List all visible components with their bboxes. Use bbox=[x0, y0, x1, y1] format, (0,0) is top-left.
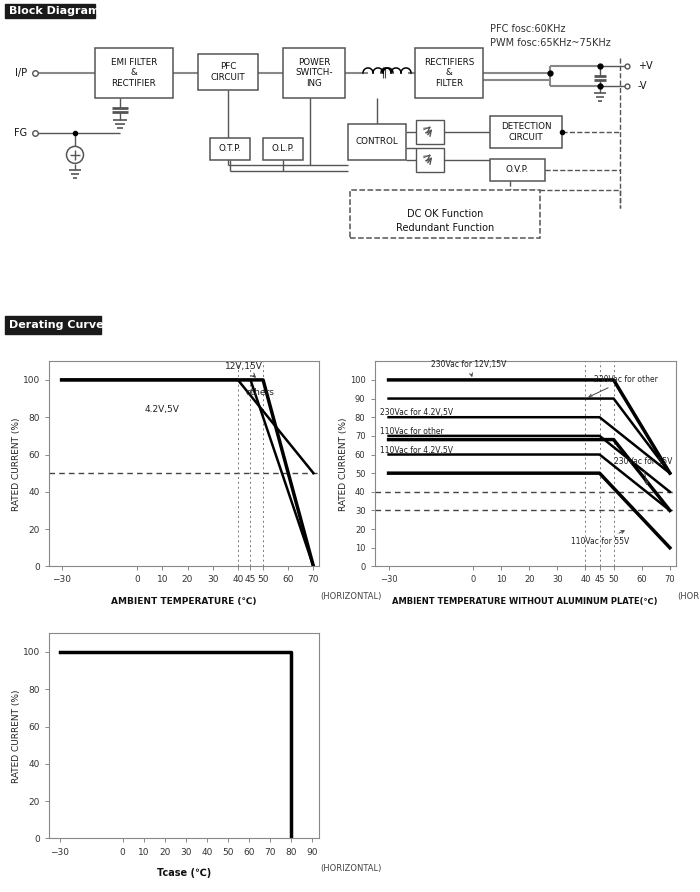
Text: POWER
SWITCH-
ING: POWER SWITCH- ING bbox=[295, 58, 332, 87]
Bar bbox=[283, 48, 345, 98]
Bar bbox=[490, 159, 545, 181]
Text: Tcase (℃): Tcase (℃) bbox=[157, 868, 211, 879]
Text: 230Vac for other: 230Vac for other bbox=[589, 375, 658, 397]
Text: 110Vac for other: 110Vac for other bbox=[380, 427, 444, 436]
Text: (HORIZONTAL): (HORIZONTAL) bbox=[321, 863, 382, 872]
Bar bbox=[415, 48, 483, 98]
Text: PFC fosc:60KHz
PWM fosc:65KHz~75KHz: PFC fosc:60KHz PWM fosc:65KHz~75KHz bbox=[490, 24, 610, 48]
Bar bbox=[263, 138, 303, 160]
Text: 110Vac for 4.2V,5V: 110Vac for 4.2V,5V bbox=[380, 446, 453, 455]
Text: AMBIENT TEMPERATURE WITHOUT ALUMINUM PLATE(℃): AMBIENT TEMPERATURE WITHOUT ALUMINUM PLA… bbox=[392, 597, 658, 606]
Text: FG: FG bbox=[14, 128, 27, 138]
Bar bbox=[416, 148, 444, 172]
Bar bbox=[210, 138, 250, 160]
Text: Derating Curve: Derating Curve bbox=[9, 320, 104, 330]
Text: 230Vac for 4.2V,5V: 230Vac for 4.2V,5V bbox=[380, 409, 454, 417]
Text: 110Vac for 55V: 110Vac for 55V bbox=[571, 531, 630, 546]
Text: (HORIZONTAL): (HORIZONTAL) bbox=[677, 591, 700, 600]
Text: 12V,15V: 12V,15V bbox=[225, 362, 263, 377]
Bar bbox=[5, 4, 95, 18]
Text: 4.2V,5V: 4.2V,5V bbox=[145, 405, 180, 414]
Bar bbox=[416, 120, 444, 144]
Text: AMBIENT TEMPERATURE (℃): AMBIENT TEMPERATURE (℃) bbox=[111, 597, 256, 606]
Bar bbox=[348, 124, 406, 160]
Text: (HORIZONTAL): (HORIZONTAL) bbox=[320, 591, 381, 600]
Bar bbox=[198, 54, 258, 90]
Text: DC OK Function: DC OK Function bbox=[407, 209, 483, 219]
Text: Block Diagram: Block Diagram bbox=[9, 6, 99, 16]
Bar bbox=[350, 190, 540, 238]
Text: O.T.P.: O.T.P. bbox=[218, 145, 242, 153]
Text: 230Vac for 55V: 230Vac for 55V bbox=[614, 457, 672, 484]
Y-axis label: RATED CURRENT (%): RATED CURRENT (%) bbox=[13, 417, 21, 510]
Text: O.V.P.: O.V.P. bbox=[505, 165, 528, 174]
Text: +V: +V bbox=[638, 61, 652, 71]
Bar bbox=[490, 116, 562, 148]
Text: EMI FILTER
&
RECTIFIER: EMI FILTER & RECTIFIER bbox=[111, 58, 158, 87]
Text: I/P: I/P bbox=[15, 68, 27, 78]
Bar bbox=[95, 48, 173, 98]
Text: RECTIFIERS
&
FILTER: RECTIFIERS & FILTER bbox=[424, 58, 474, 87]
Text: Redundant Function: Redundant Function bbox=[396, 223, 494, 233]
Text: DETECTION
CIRCUIT: DETECTION CIRCUIT bbox=[500, 122, 552, 142]
Text: O.L.P.: O.L.P. bbox=[272, 145, 295, 153]
Y-axis label: RATED CURRENT (%): RATED CURRENT (%) bbox=[13, 690, 21, 782]
Bar bbox=[5, 317, 101, 334]
Text: CONTROL: CONTROL bbox=[356, 137, 398, 146]
Text: PFC
CIRCUIT: PFC CIRCUIT bbox=[211, 62, 246, 82]
Text: 230Vac for 12V,15V: 230Vac for 12V,15V bbox=[430, 359, 506, 376]
Text: others: others bbox=[246, 388, 274, 397]
Text: -V: -V bbox=[638, 81, 648, 91]
Y-axis label: RATED CURRENT (%): RATED CURRENT (%) bbox=[340, 417, 349, 510]
